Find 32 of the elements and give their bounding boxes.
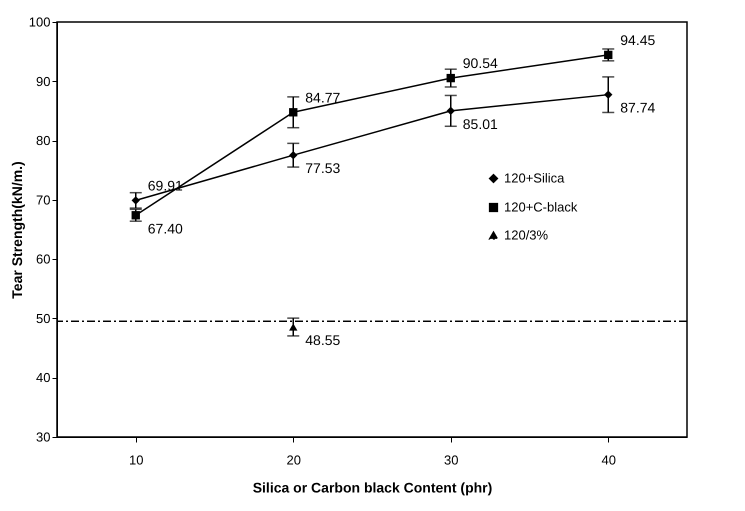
data-label: 87.74	[620, 100, 656, 116]
point	[132, 196, 140, 205]
point	[289, 108, 298, 116]
data-label: 67.40	[148, 220, 183, 236]
data-label: 85.01	[462, 116, 498, 132]
data-label: 90.54	[462, 55, 498, 72]
data-label: 84.77	[305, 89, 340, 106]
point	[604, 90, 612, 99]
y-tick-label: 40	[36, 370, 50, 386]
data-label: 48.55	[305, 332, 340, 348]
y-tick-label: 30	[36, 430, 50, 444]
y-tick-label: 90	[36, 74, 50, 89]
data-label: 77.53	[305, 160, 340, 176]
y-tick-label: 80	[36, 133, 50, 148]
data-label: 94.45	[620, 32, 656, 48]
x-tick-label: 30	[444, 452, 458, 468]
point	[446, 106, 455, 116]
x-tick-label: 40	[602, 452, 616, 468]
y-tick-label: 50	[36, 310, 50, 326]
y-tick-label: 60	[36, 252, 50, 267]
x-tick-label: 10	[129, 452, 144, 468]
legend-label: 120+C-black	[504, 200, 578, 214]
y-tick-label: 70	[36, 192, 50, 208]
point	[446, 74, 455, 82]
point	[604, 50, 612, 60]
y-axis-title: Tear Strength(kN/m.)	[8, 161, 25, 299]
x-tick-label: 20	[286, 452, 301, 468]
legend-label: 120/3%	[504, 228, 549, 242]
point	[289, 151, 298, 160]
legend-label: 120+Silica	[504, 170, 566, 186]
y-tick-label: 100	[28, 14, 50, 30]
x-axis-title: Silica or Carbon black Content (phr)	[252, 480, 492, 496]
